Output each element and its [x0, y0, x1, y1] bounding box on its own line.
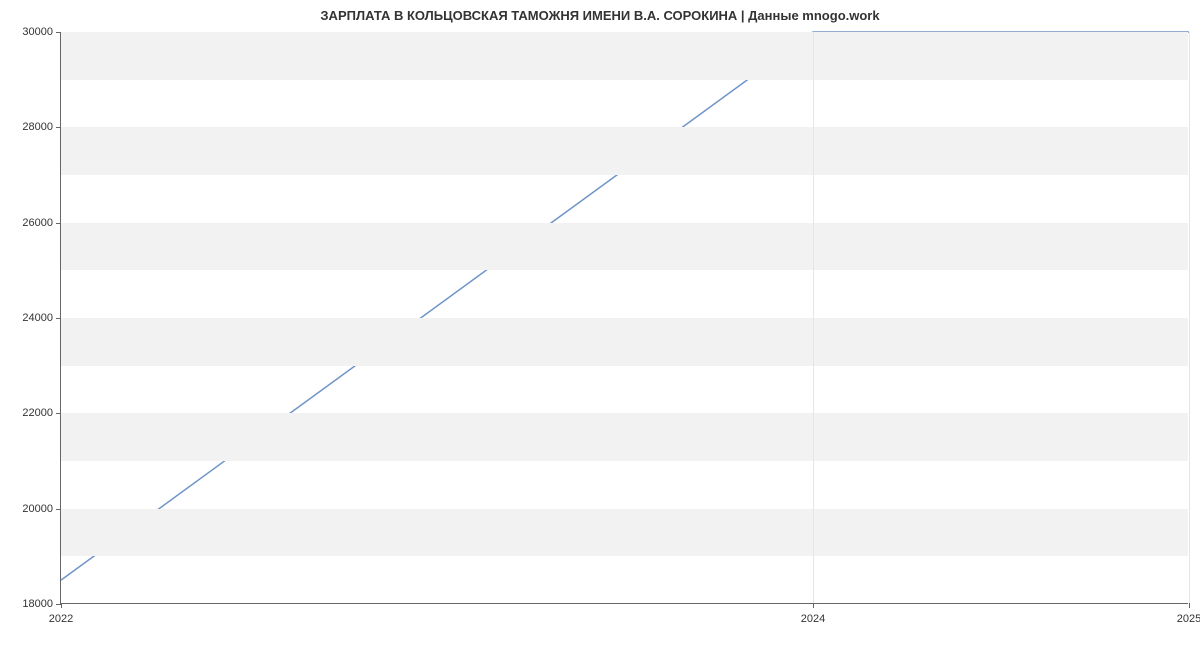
grid-band [61, 413, 1188, 461]
y-tick-label: 26000 [22, 217, 53, 229]
y-tick-mark [56, 32, 61, 33]
x-tick-label: 2024 [801, 613, 825, 625]
y-tick-mark [56, 413, 61, 414]
salary-chart: ЗАРПЛАТА В КОЛЬЦОВСКАЯ ТАМОЖНЯ ИМЕНИ В.А… [0, 0, 1200, 650]
y-tick-label: 30000 [22, 26, 53, 38]
x-tick-mark [61, 603, 62, 608]
y-tick-mark [56, 509, 61, 510]
y-tick-label: 28000 [22, 121, 53, 133]
series-line [61, 32, 1189, 580]
grid-band [61, 32, 1188, 80]
grid-band [61, 509, 1188, 557]
y-tick-label: 20000 [22, 503, 53, 515]
grid-line-vertical [813, 32, 814, 603]
chart-title: ЗАРПЛАТА В КОЛЬЦОВСКАЯ ТАМОЖНЯ ИМЕНИ В.А… [0, 8, 1200, 23]
x-tick-label: 2025 [1177, 613, 1200, 625]
grid-band [61, 223, 1188, 271]
y-tick-mark [56, 127, 61, 128]
grid-line-vertical [1189, 32, 1190, 603]
y-tick-label: 24000 [22, 312, 53, 324]
y-tick-mark [56, 318, 61, 319]
x-tick-mark [1189, 603, 1190, 608]
y-tick-label: 22000 [22, 407, 53, 419]
grid-band [61, 318, 1188, 366]
grid-band [61, 127, 1188, 175]
y-tick-mark [56, 223, 61, 224]
y-tick-label: 18000 [22, 598, 53, 610]
plot-area: 1800020000220002400026000280003000020222… [60, 32, 1188, 604]
x-tick-label: 2022 [49, 613, 73, 625]
x-tick-mark [813, 603, 814, 608]
